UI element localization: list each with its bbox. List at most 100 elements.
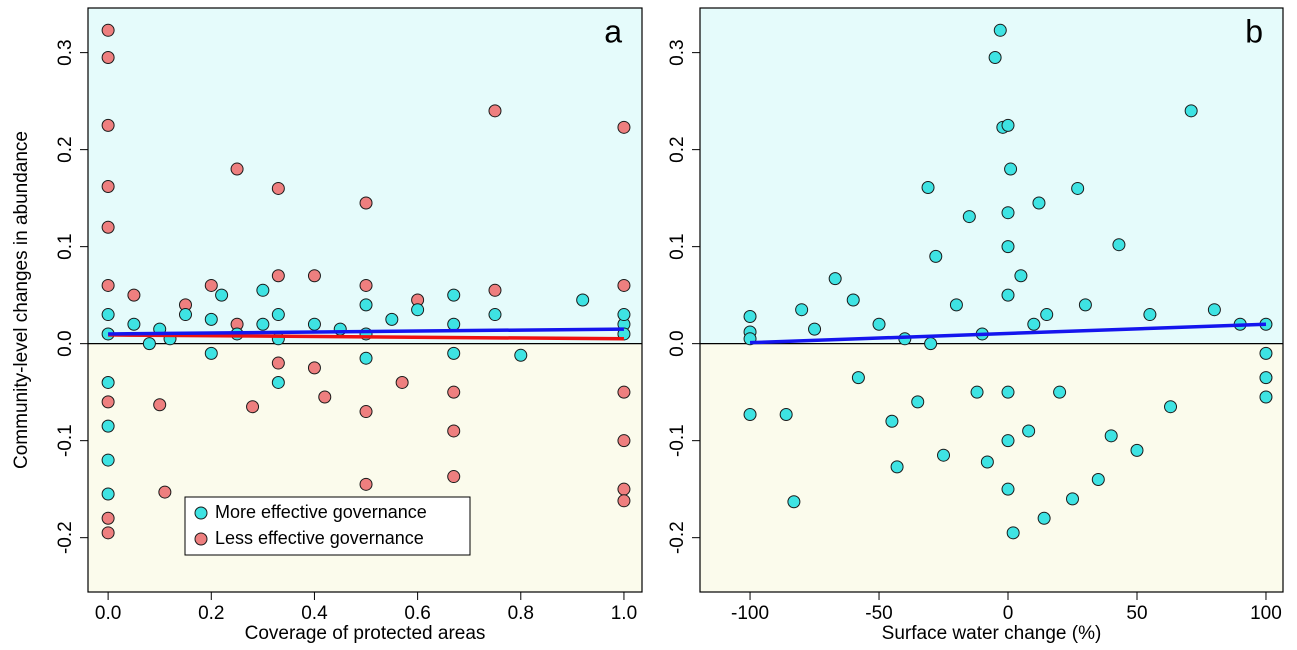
data-point: [1143, 308, 1157, 322]
data-point: [962, 210, 976, 224]
data-point: [488, 283, 502, 297]
data-point: [514, 348, 528, 362]
data-point: [256, 317, 270, 331]
data-point: [937, 448, 951, 462]
data-point: [142, 337, 156, 351]
data-point: [1078, 298, 1092, 312]
data-point: [911, 395, 925, 409]
data-point: [617, 385, 631, 399]
data-point: [204, 346, 218, 360]
data-point: [101, 308, 115, 322]
data-point: [617, 494, 631, 508]
data-point: [359, 477, 373, 491]
data-point: [617, 434, 631, 448]
data-point: [970, 385, 984, 399]
data-point: [617, 308, 631, 322]
data-point: [1001, 118, 1015, 132]
data-point: [851, 371, 865, 385]
data-point: [1066, 492, 1080, 506]
data-point: [101, 23, 115, 37]
data-point: [1001, 385, 1015, 399]
data-point: [447, 424, 461, 438]
data-point: [1164, 400, 1178, 414]
data-point: [921, 180, 935, 194]
data-point: [1027, 317, 1041, 331]
data-point: [929, 249, 943, 263]
x-tick-label: 0.0: [95, 603, 121, 624]
y-tick-label: 0.1: [667, 233, 688, 259]
y-tick-label: 0.2: [55, 136, 76, 162]
data-point: [101, 278, 115, 292]
data-point: [101, 50, 115, 64]
data-point: [617, 327, 631, 341]
data-point: [1001, 482, 1015, 496]
data-point: [359, 278, 373, 292]
data-point: [1184, 104, 1198, 118]
data-point: [359, 298, 373, 312]
data-point: [617, 120, 631, 134]
data-point: [271, 375, 285, 389]
legend-marker: [194, 532, 208, 546]
x-tick-label: 0.6: [404, 603, 430, 624]
data-point: [1071, 181, 1085, 195]
fit-line: [108, 327, 624, 336]
data-point: [318, 390, 332, 404]
data-point: [127, 317, 141, 331]
data-point: [1004, 162, 1018, 176]
y-tick-label: 0.0: [55, 330, 76, 356]
data-point: [101, 395, 115, 409]
data-point: [101, 375, 115, 389]
data-point: [1207, 303, 1221, 317]
data-point: [1032, 196, 1046, 210]
data-point: [271, 269, 285, 283]
data-point: [1022, 424, 1036, 438]
x-tick-label: 100: [1250, 603, 1282, 624]
y-tick-label: 0.3: [55, 39, 76, 65]
data-point: [1001, 206, 1015, 220]
data-point: [980, 455, 994, 469]
data-point: [271, 181, 285, 195]
data-point: [271, 356, 285, 370]
data-point: [1104, 429, 1118, 443]
data-point: [1014, 269, 1028, 283]
x-tick-label: 50: [1126, 603, 1147, 624]
x-tick-label: 0.4: [301, 603, 328, 624]
data-point: [101, 118, 115, 132]
plot-frame: [87, 7, 643, 593]
data-point: [204, 278, 218, 292]
panel-label: b: [1245, 13, 1263, 49]
data-point: [1001, 240, 1015, 254]
data-point: [204, 312, 218, 326]
x-tick-label: -100: [731, 603, 769, 624]
y-tick-label: -0.2: [667, 521, 688, 554]
data-point: [395, 375, 409, 389]
background-positive: [88, 8, 642, 344]
x-tick-label: -50: [865, 603, 892, 624]
data-point: [949, 298, 963, 312]
data-point: [101, 526, 115, 540]
data-point: [743, 407, 757, 421]
data-point: [1112, 238, 1126, 252]
x-tick-label: 0: [1003, 603, 1014, 624]
legend-marker: [194, 506, 208, 520]
data-point: [411, 303, 425, 317]
data-point: [1040, 308, 1054, 322]
data-point: [158, 485, 172, 499]
plot-frame: [699, 7, 1284, 593]
data-point: [101, 487, 115, 501]
data-point: [1259, 346, 1273, 360]
x-axis-label: Coverage of protected areas: [245, 623, 486, 644]
data-point: [1001, 434, 1015, 448]
y-axis-label: Community-level changes in abundance: [11, 131, 32, 469]
data-point: [1130, 443, 1144, 457]
data-point: [488, 104, 502, 118]
data-point: [743, 309, 757, 323]
data-point: [787, 495, 801, 509]
data-point: [993, 23, 1007, 37]
data-point: [447, 470, 461, 484]
data-point: [127, 288, 141, 302]
panel: -0.2 -0.1 0.0 0.1 0.2 0.3 -100 -50 0 50 100 Surface…: [667, 7, 1284, 644]
data-point: [779, 407, 793, 421]
data-point: [307, 317, 321, 331]
